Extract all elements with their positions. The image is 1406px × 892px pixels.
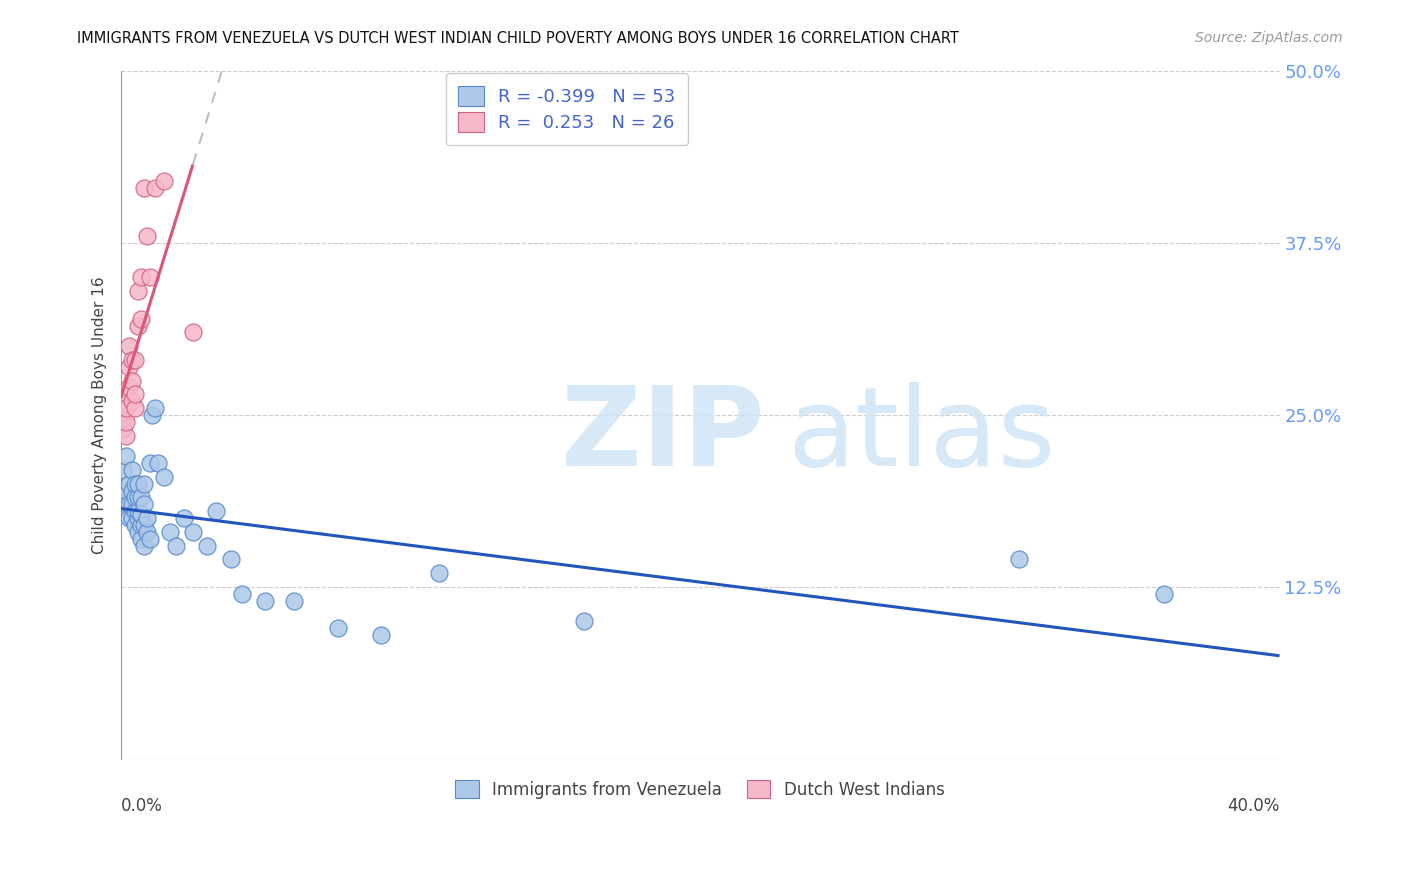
Point: [118, 359, 141, 374]
Text: 40.0%: 40.0%: [1227, 797, 1279, 814]
Point: [138, 532, 160, 546]
Point: [132, 497, 155, 511]
Point: [127, 318, 149, 333]
Point: [124, 518, 146, 533]
Point: [129, 532, 152, 546]
Point: [127, 284, 149, 298]
Point: [197, 539, 219, 553]
Point: [173, 511, 195, 525]
Point: [326, 621, 349, 635]
Point: [121, 352, 143, 367]
Point: [370, 628, 392, 642]
Point: [231, 587, 253, 601]
Point: [148, 456, 170, 470]
Point: [118, 380, 141, 394]
Point: [118, 339, 141, 353]
Point: [127, 491, 149, 505]
Point: [129, 270, 152, 285]
Point: [254, 593, 277, 607]
Text: IMMIGRANTS FROM VENEZUELA VS DUTCH WEST INDIAN CHILD POVERTY AMONG BOYS UNDER 16: IMMIGRANTS FROM VENEZUELA VS DUTCH WEST …: [77, 31, 959, 46]
Point: [138, 270, 160, 285]
Point: [181, 524, 204, 539]
Text: Source: ZipAtlas.com: Source: ZipAtlas.com: [1195, 31, 1343, 45]
Point: [159, 524, 181, 539]
Point: [115, 497, 138, 511]
Point: [427, 566, 450, 580]
Point: [283, 593, 305, 607]
Point: [132, 476, 155, 491]
Point: [181, 326, 204, 340]
Point: [132, 181, 155, 195]
Point: [118, 497, 141, 511]
Point: [135, 229, 157, 244]
Point: [135, 524, 157, 539]
Point: [112, 422, 135, 436]
Point: [138, 456, 160, 470]
Point: [1008, 552, 1031, 566]
Point: [572, 614, 595, 628]
Point: [165, 539, 187, 553]
Point: [118, 511, 141, 525]
Point: [124, 476, 146, 491]
Point: [132, 518, 155, 533]
Point: [127, 476, 149, 491]
Point: [219, 552, 242, 566]
Point: [112, 397, 135, 411]
Point: [205, 504, 228, 518]
Point: [153, 470, 176, 484]
Point: [124, 387, 146, 401]
Point: [135, 511, 157, 525]
Point: [115, 401, 138, 415]
Point: [124, 504, 146, 518]
Point: [127, 504, 149, 518]
Point: [115, 428, 138, 442]
Point: [112, 405, 135, 419]
Point: [1153, 587, 1175, 601]
Point: [132, 539, 155, 553]
Point: [129, 311, 152, 326]
Point: [112, 491, 135, 505]
Point: [129, 507, 152, 521]
Point: [124, 491, 146, 505]
Point: [143, 401, 166, 415]
Point: [124, 401, 146, 415]
Point: [115, 449, 138, 463]
Point: [121, 511, 143, 525]
Point: [121, 374, 143, 388]
Point: [118, 476, 141, 491]
Text: atlas: atlas: [787, 382, 1056, 489]
Point: [153, 174, 176, 188]
Point: [124, 352, 146, 367]
Point: [143, 181, 166, 195]
Point: [121, 394, 143, 409]
Point: [121, 483, 143, 498]
Point: [115, 483, 138, 498]
Y-axis label: Child Poverty Among Boys Under 16: Child Poverty Among Boys Under 16: [93, 277, 107, 554]
Point: [121, 497, 143, 511]
Legend: Immigrants from Venezuela, Dutch West Indians: Immigrants from Venezuela, Dutch West In…: [449, 773, 952, 805]
Point: [121, 463, 143, 477]
Text: ZIP: ZIP: [561, 382, 765, 489]
Point: [129, 491, 152, 505]
Point: [127, 524, 149, 539]
Point: [127, 511, 149, 525]
Text: 0.0%: 0.0%: [121, 797, 163, 814]
Point: [115, 415, 138, 429]
Point: [112, 463, 135, 477]
Point: [141, 408, 163, 422]
Point: [112, 410, 135, 425]
Point: [129, 518, 152, 533]
